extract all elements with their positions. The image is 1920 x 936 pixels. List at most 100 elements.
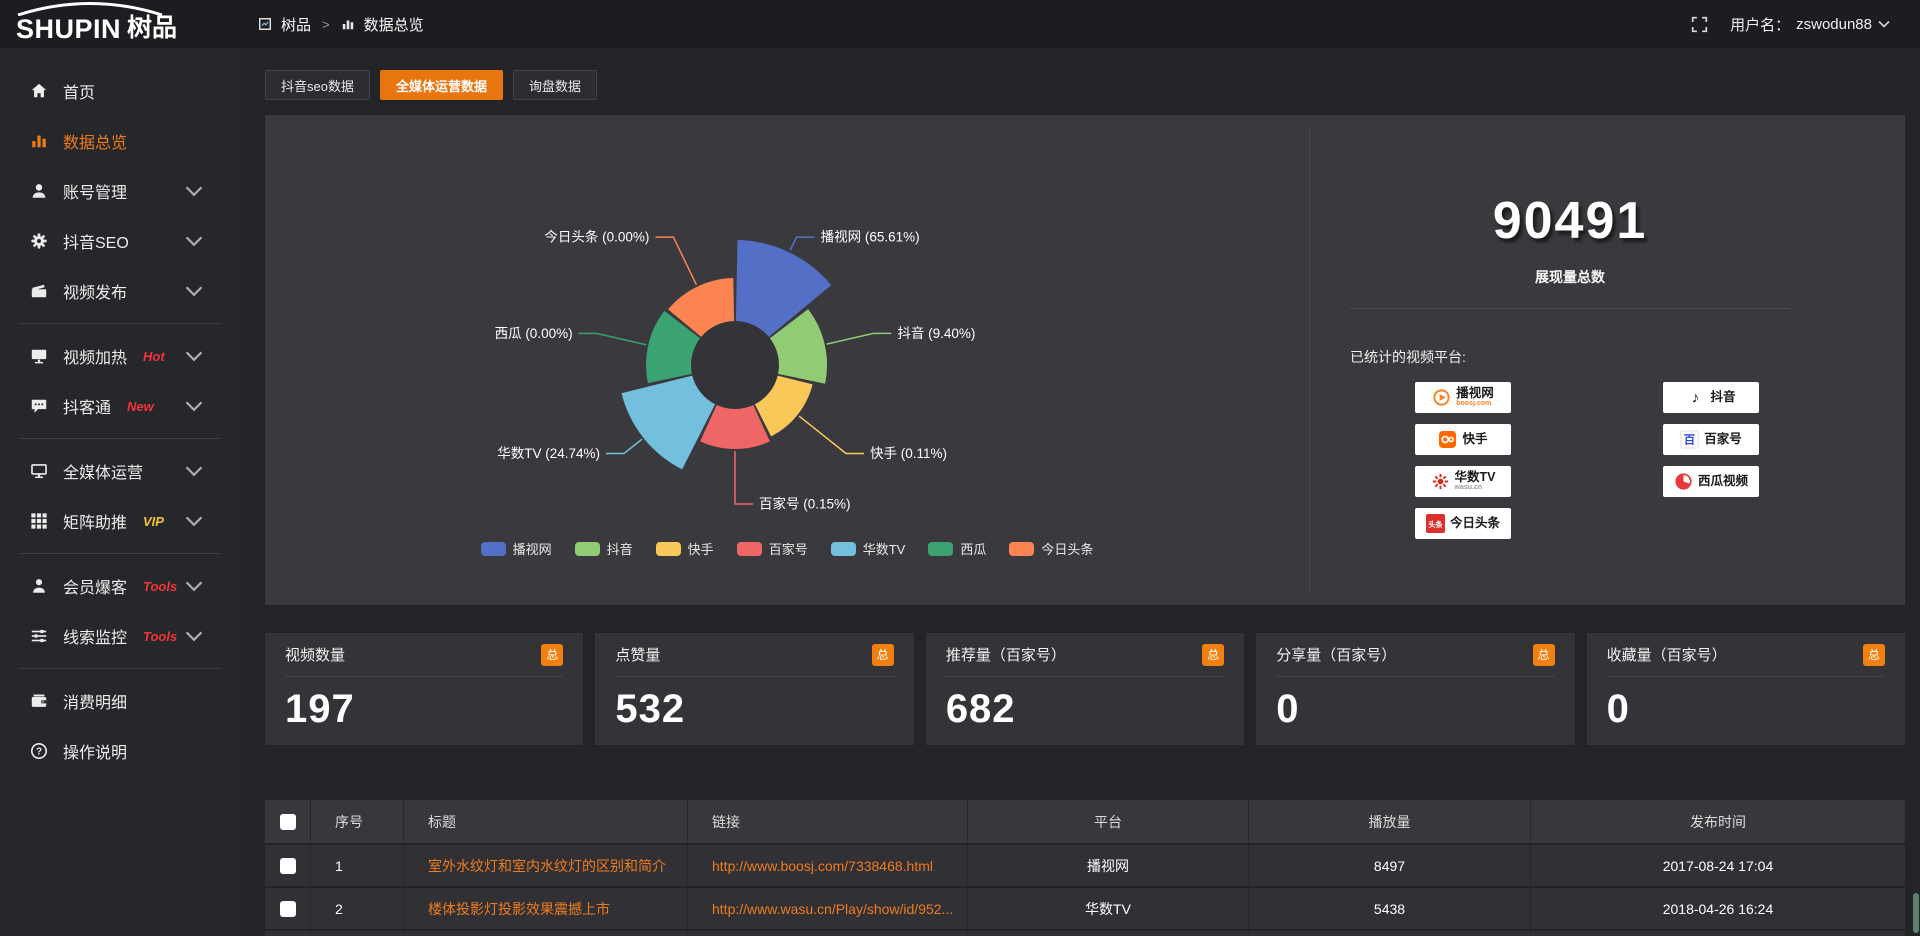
col-header-title: 标题 — [403, 800, 687, 843]
col-header-platform: 平台 — [967, 800, 1248, 843]
stat-title: 收藏量（百家号） — [1606, 647, 1727, 664]
chevron-down-icon — [185, 286, 203, 297]
sidebar-item-label: 消费明细 — [63, 695, 128, 712]
row-index: 1 — [310, 845, 403, 886]
baijiahao-icon: 百 — [1680, 430, 1699, 449]
logo-arc-icon — [17, 2, 163, 16]
platform-logo-grid: 播视网 boosj.com 快手 华数TV wasu.cn 头条 今日头条 — [1415, 382, 1905, 539]
boosj-icon — [1433, 389, 1450, 406]
stat-title: 点赞量 — [615, 647, 661, 664]
bar-chart-icon — [342, 20, 353, 30]
sidebar-item-video-heat[interactable]: 视频加热 Hot — [0, 331, 240, 381]
sidebar-item-clue-monitor[interactable]: 线索监控 Tools — [0, 611, 240, 661]
breadcrumb-root[interactable]: 树品 — [281, 16, 312, 34]
sidebar-item-consumption[interactable]: 消费明细 — [0, 676, 240, 726]
platform-name: 快手 — [1462, 431, 1488, 446]
sidebar-item-doukketong[interactable]: 抖客通 New — [0, 381, 240, 431]
select-all-checkbox[interactable] — [279, 813, 296, 830]
row-title-link[interactable]: 室外水纹灯和室内水纹灯的区别和简介 — [403, 845, 687, 886]
chevron-down-icon — [185, 581, 203, 592]
fullscreen-button[interactable] — [1691, 16, 1708, 33]
platform-card-xigua: 西瓜视频 — [1663, 466, 1759, 497]
tab-inquiry-data[interactable]: 询盘数据 — [512, 70, 597, 100]
sidebar-item-instructions[interactable]: ? 操作说明 — [0, 726, 240, 776]
pie-slice-6[interactable] — [668, 278, 735, 337]
table-header-row: 序号 标题 链接 平台 播放量 发布时间 — [265, 800, 1905, 843]
platform-sub: boosj.com — [1456, 400, 1492, 408]
legend-item[interactable]: 华数TV — [830, 539, 905, 558]
pie-slice-1[interactable] — [769, 309, 828, 384]
legend-item[interactable]: 快手 — [655, 539, 714, 558]
sidebar-item-douyin-seo[interactable]: 抖音SEO — [0, 216, 240, 266]
total-impressions-label: 展现量总数 — [1535, 269, 1605, 285]
sidebar-item-omnimedia[interactable]: 全媒体运营 — [0, 446, 240, 496]
sidebar-item-member-burst[interactable]: 会员爆客 Tools — [0, 561, 240, 611]
top-bar: SHUPIN 树品 树品 > 数据总览 用户名： zswodun88 — [0, 0, 1920, 48]
row-title-link[interactable]: 楼体投影灯投影效果震撼上市 — [403, 888, 687, 929]
sidebar-item-label: 矩阵助推 — [63, 515, 128, 532]
panel-divider — [1309, 125, 1310, 595]
pie-slice-2[interactable] — [754, 375, 813, 437]
data-tabs: 抖音seo数据 全媒体运营数据 询盘数据 — [265, 70, 1905, 100]
pie-slice-3[interactable] — [700, 405, 770, 449]
stat-card-video-count: 视频数量 总 197 — [265, 633, 584, 745]
question-icon: ? — [30, 742, 48, 760]
grid-icon — [31, 513, 47, 529]
platform-column-right: ♪ 抖音 百 百家号 西瓜视频 — [1663, 382, 1759, 539]
user-menu[interactable]: 用户名： zswodun88 — [1730, 14, 1890, 35]
sidebar-item-label: 全媒体运营 — [63, 465, 144, 482]
sidebar-item-account[interactable]: 账号管理 — [0, 166, 240, 216]
row-checkbox[interactable] — [279, 900, 296, 917]
rose-pie-chart[interactable]: 播视网 (65.61%) 抖音 (9.40%) 快手 (0.11%) 百家号 (0.1… — [265, 115, 1309, 605]
pie-slice-5[interactable] — [646, 310, 701, 384]
platform-card-douyin: ♪ 抖音 — [1663, 382, 1759, 413]
tab-douyin-seo-data[interactable]: 抖音seo数据 — [265, 70, 370, 100]
sidebar-item-home[interactable]: 首页 — [0, 66, 240, 116]
username: zswodun88 — [1796, 15, 1872, 33]
pie-slice-0[interactable] — [735, 240, 832, 337]
sidebar-item-label: 会员爆客 — [63, 580, 128, 597]
wallet-icon — [31, 694, 47, 707]
row-url-link[interactable]: http://www.wasu.cn/Play/show/id/952... — [687, 888, 967, 929]
user-label: 用户名： — [1730, 16, 1791, 34]
platform-share-chart[interactable]: 播视网 (65.61%) 抖音 (9.40%) 快手 (0.11%) 百家号 (0.1… — [265, 115, 1309, 605]
sidebar: 首页 数据总览 账号管理 抖音SEO 视频发布 视频加热 Hot 抖客通 New… — [0, 48, 240, 936]
chevron-down-icon — [185, 516, 203, 527]
pie-slice-4[interactable] — [621, 375, 716, 470]
sidebar-divider — [20, 438, 220, 439]
app-logo[interactable]: SHUPIN 树品 — [0, 0, 240, 48]
legend-item[interactable]: 今日头条 — [1009, 539, 1093, 558]
stat-card-recommendations: 推荐量（百家号） 总 682 — [925, 633, 1245, 745]
row-url-link[interactable]: http://www.boosj.com/7338468.html — [687, 845, 967, 886]
scrollbar-thumb[interactable] — [1913, 893, 1919, 933]
new-badge: New — [127, 398, 154, 414]
tab-omnimedia-data[interactable]: 全媒体运营数据 — [379, 70, 503, 100]
summary-divider — [1350, 308, 1790, 309]
stat-card-favorites: 收藏量（百家号） 总 0 — [1586, 633, 1906, 745]
chevron-down-icon — [185, 236, 203, 247]
row-platform: 播视网 — [967, 845, 1248, 886]
pie-label-line — [655, 236, 698, 286]
legend-item[interactable]: 西瓜 — [928, 539, 986, 558]
sidebar-item-data-overview[interactable]: 数据总览 — [0, 116, 240, 166]
pie-label-2: 快手 (0.11%) — [870, 446, 947, 461]
total-badge: 总 — [871, 643, 894, 666]
total-badge: 总 — [1532, 643, 1555, 666]
legend-label: 抖音 — [606, 542, 633, 557]
sidebar-item-matrix-boost[interactable]: 矩阵助推 VIP — [0, 496, 240, 546]
app-square-icon — [259, 18, 271, 30]
row-checkbox[interactable] — [279, 857, 296, 874]
stat-cards: 视频数量 总 197 点赞量 总 532 推荐量（百家号） 总 682 分享量（百家号… — [265, 633, 1906, 745]
chevron-down-icon — [1878, 20, 1890, 28]
monitor-icon — [31, 464, 47, 479]
user-icon — [32, 184, 46, 198]
screen-icon — [31, 349, 47, 364]
legend-item[interactable]: 抖音 — [574, 539, 633, 558]
legend-item[interactable]: 百家号 — [736, 539, 808, 558]
legend-swatch — [480, 541, 506, 556]
sidebar-item-video-publish[interactable]: 视频发布 — [0, 266, 240, 316]
legend-item[interactable]: 播视网 — [480, 539, 552, 558]
overview-panel: 播视网 (65.61%) 抖音 (9.40%) 快手 (0.11%) 百家号 (0.1… — [265, 115, 1905, 605]
sidebar-divider — [20, 553, 220, 554]
svg-text:百: 百 — [1684, 433, 1695, 446]
